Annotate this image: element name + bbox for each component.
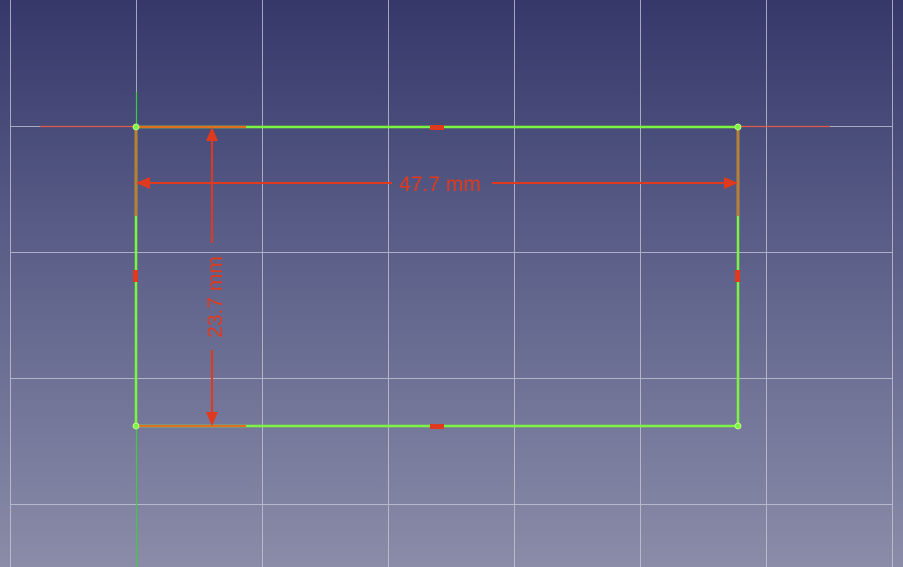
- sketch-grid: [10, 0, 893, 567]
- vertical-constraint-icon: [735, 270, 740, 282]
- vertex-point[interactable]: [132, 422, 140, 430]
- horizontal-constraint-icon: [430, 125, 444, 130]
- vertices[interactable]: [132, 123, 742, 430]
- constraint-overlays: [135, 126, 739, 427]
- horizontal-dimension[interactable]: 47.7 mm: [136, 173, 738, 196]
- horizontal-dimension-label[interactable]: 47.7 mm: [399, 173, 481, 196]
- vertex-point[interactable]: [132, 123, 140, 131]
- vertical-dimension-label[interactable]: 23.7 mm: [204, 256, 227, 338]
- vertical-dimension[interactable]: 23.7 mm: [204, 127, 227, 426]
- vertex-point[interactable]: [734, 123, 742, 131]
- vertical-constraint-icon: [133, 270, 138, 282]
- midpoint-markers: [133, 125, 740, 429]
- horizontal-constraint-icon: [430, 424, 444, 429]
- vertex-point[interactable]: [734, 422, 742, 430]
